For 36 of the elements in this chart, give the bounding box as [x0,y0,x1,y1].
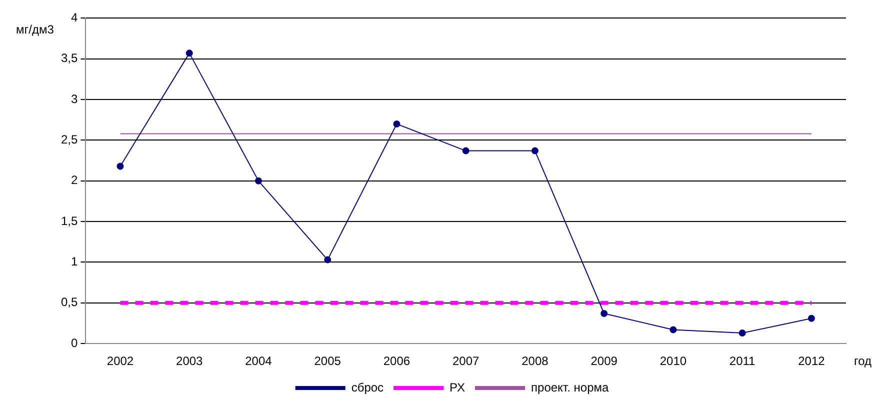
point [324,256,332,264]
x-tick-label: 2011 [729,354,756,368]
y-tick-label: 2 [70,173,78,188]
point [808,314,815,322]
point [462,147,470,154]
y-tick-label: 2,5 [60,132,78,147]
y-tick-label: 4 [70,10,78,25]
y-tick-label: 1,5 [60,214,78,228]
x-tick-label: 2006 [383,354,410,368]
x-tick-label: 2010 [660,354,687,368]
x-tick-label: 2009 [590,354,618,368]
x-tick-label: 2003 [176,354,204,368]
y-tick-label: 3,5 [60,51,78,66]
point [738,330,746,337]
legend-label: РХ [450,380,466,394]
x-tick-label: 2004 [245,354,272,368]
x-axis-title: год [854,354,872,368]
point [670,326,677,334]
point [393,120,400,128]
x-tick-label: 2002 [106,354,134,368]
x-tick-label: 2005 [314,354,342,368]
x-tick-label: 2012 [798,354,826,368]
point [186,50,193,57]
x-tick-label: 2007 [452,354,480,368]
y-axis-title: мг/дм3 [16,22,54,37]
y-tick-label: 1 [70,254,78,269]
point [531,147,538,154]
y-tick-label: 0 [70,336,78,350]
x-tick-label: 2008 [522,354,549,368]
legend-label: сброс [351,380,384,394]
y-tick-label: 0,5 [60,295,78,310]
point [254,177,262,184]
y-tick-label: 3 [70,92,78,106]
legend-label: проект. норма [531,380,609,394]
point [600,310,608,317]
point [116,162,124,170]
